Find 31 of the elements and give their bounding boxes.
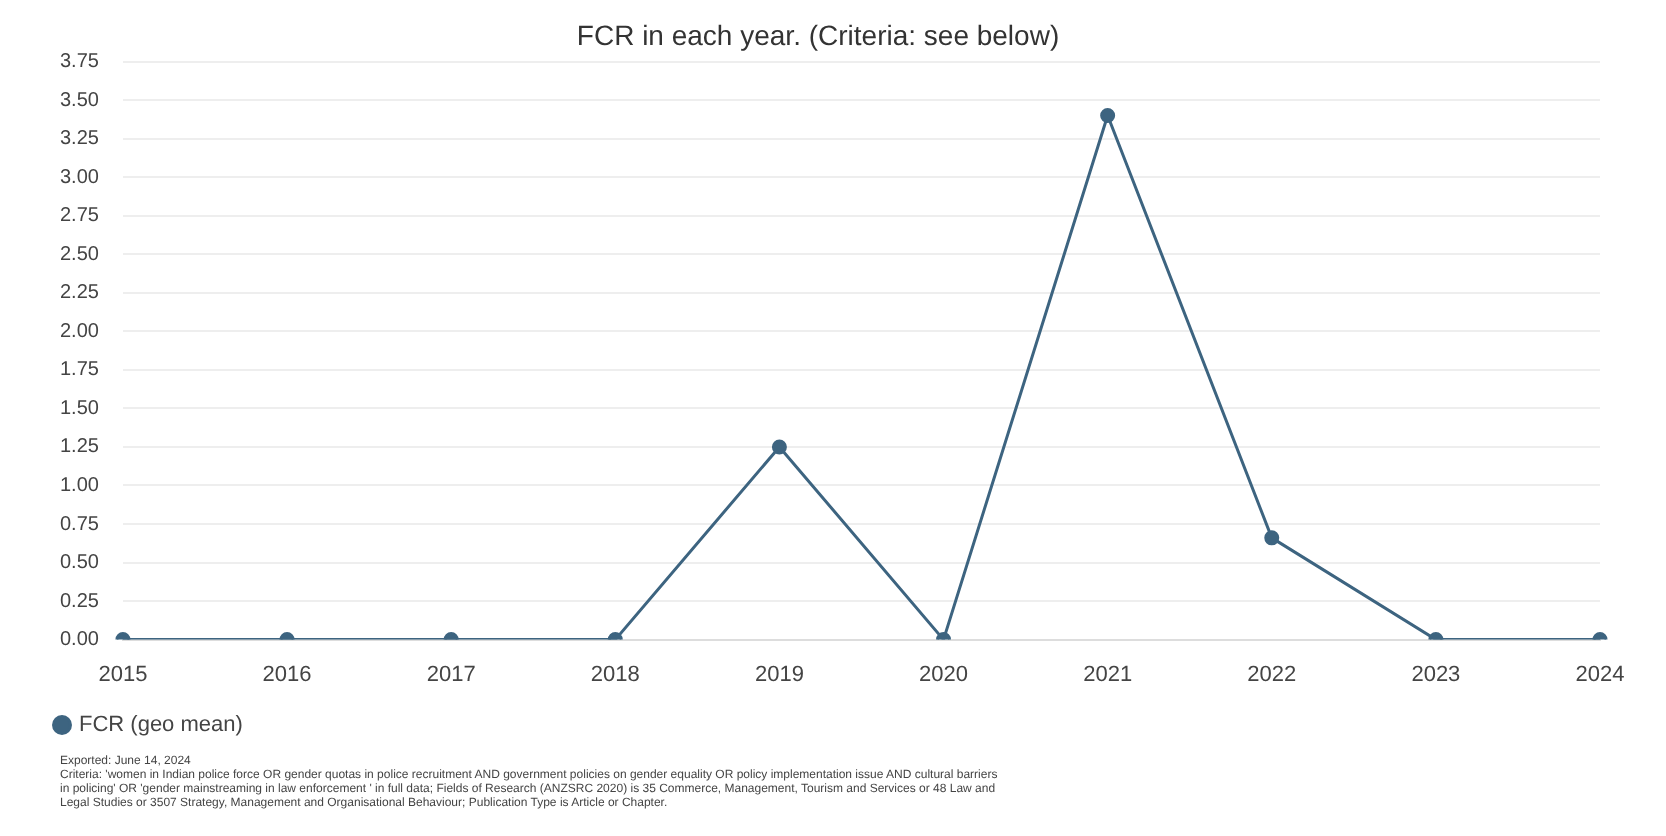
x-tick-label: 2024	[1575, 662, 1625, 687]
y-tick-label: 1.25	[59, 436, 100, 459]
y-tick-label: 1.00	[59, 474, 100, 497]
x-tick-label: 2020	[919, 662, 969, 687]
x-tick-label: 2018	[590, 662, 640, 687]
y-tick-label: 2.25	[59, 282, 100, 305]
y-tick-label: 2.00	[59, 320, 100, 343]
y-tick-label: 1.75	[59, 359, 100, 382]
legend-label: FCR (geo mean)	[79, 713, 243, 738]
x-tick-label: 2016	[262, 662, 312, 687]
y-tick-label: 1.50	[59, 397, 100, 420]
y-tick-label: 2.50	[59, 243, 100, 266]
y-tick-label: 3.50	[59, 89, 100, 112]
point	[1100, 108, 1116, 124]
y-tick-label: 0.75	[59, 513, 100, 536]
y-tick-label: 2.75	[59, 205, 100, 228]
x-tick-label: 2021	[1083, 662, 1133, 687]
y-tick-label: 3.75	[59, 51, 100, 74]
x-tick-label: 2015	[98, 662, 148, 687]
y-tick-label: 0.00	[59, 629, 100, 652]
chart-title: FCR in each year. (Criteria: see below)	[576, 18, 1060, 51]
x-tick-label: 2017	[426, 662, 476, 687]
y-tick-label: 0.50	[59, 552, 100, 575]
y-tick-label: 3.25	[59, 128, 100, 151]
point	[771, 439, 787, 455]
point	[1264, 530, 1280, 546]
y-tick-label: 3.00	[59, 166, 100, 189]
x-tick-label: 2019	[754, 662, 804, 687]
y-tick-label: 0.25	[59, 590, 100, 613]
x-tick-label: 2023	[1411, 662, 1461, 687]
x-tick-label: 2022	[1247, 662, 1297, 687]
